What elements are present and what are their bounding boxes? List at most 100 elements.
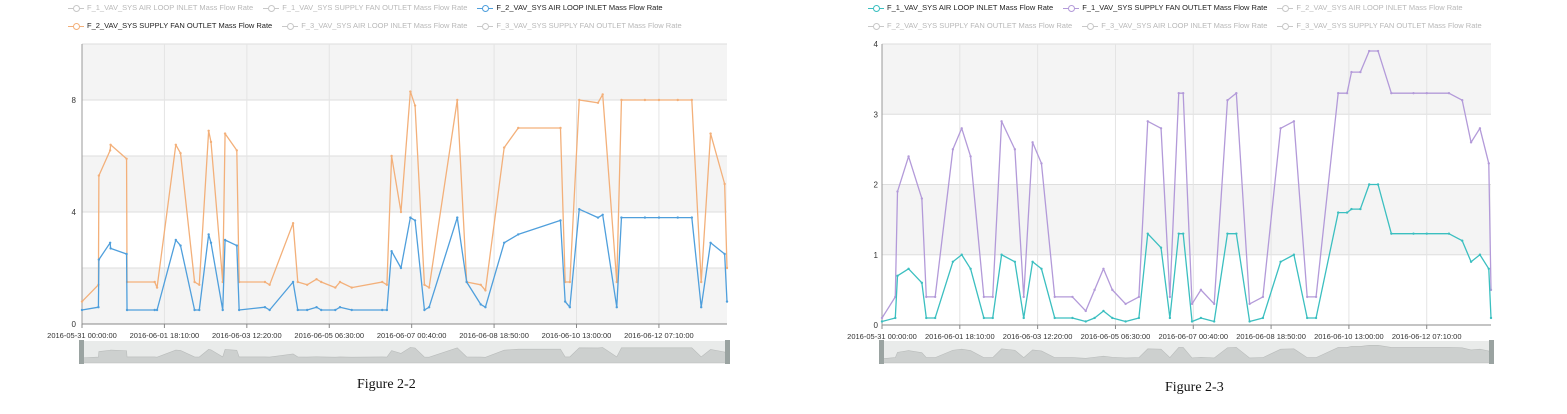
legend-item[interactable]: F_3_VAV_SYS AIR LOOP INLET Mass Flow Rat… <box>282 18 467 34</box>
data-point <box>1226 99 1229 102</box>
data-point <box>676 98 679 102</box>
navigator-series <box>881 345 1492 364</box>
chart-legend: F_1_VAV_SYS AIR LOOP INLET Mass Flow Rat… <box>68 0 788 36</box>
legend-item[interactable]: F_2_VAV_SYS SUPPLY FAN OUTLET Mass Flow … <box>68 18 272 34</box>
data-point <box>413 104 417 107</box>
legend-item[interactable]: F_1_VAV_SYS SUPPLY FAN OUTLET Mass Flow … <box>1063 0 1267 16</box>
data-point <box>969 155 972 158</box>
data-point <box>1376 183 1380 186</box>
data-point <box>723 182 726 186</box>
data-point <box>1084 309 1087 313</box>
navigator-handle-left[interactable] <box>879 340 884 364</box>
data-point <box>223 238 227 242</box>
y-tick-label: 0 <box>72 320 77 329</box>
data-point <box>484 306 487 309</box>
data-point <box>880 320 884 323</box>
data-point <box>1248 302 1251 306</box>
data-point <box>725 300 729 303</box>
x-tick-label: 2016-06-08 18:50:00 <box>1236 332 1306 341</box>
legend-item[interactable]: F_3_VAV_SYS SUPPLY FAN OUTLET Mass Flow … <box>477 18 682 34</box>
data-point <box>1350 70 1353 74</box>
x-tick-label: 2016-06-10 13:00:00 <box>542 331 612 340</box>
y-tick-label: 8 <box>72 96 77 105</box>
data-point <box>263 280 267 284</box>
navigator-handle-right[interactable] <box>1489 340 1494 364</box>
grid-band <box>82 268 727 324</box>
data-point <box>643 216 647 219</box>
data-point <box>1314 316 1318 320</box>
legend-marker-icon <box>477 22 494 30</box>
data-point <box>338 306 342 309</box>
legend-label: F_3_VAV_SYS AIR LOOP INLET Mass Flow Rat… <box>301 21 468 30</box>
data-point <box>1159 246 1163 249</box>
data-point <box>951 148 955 151</box>
data-point <box>291 280 295 284</box>
y-tick-label: 4 <box>874 40 879 49</box>
data-point <box>1146 120 1149 123</box>
navigator-handle-left[interactable] <box>79 340 84 364</box>
chart-plot-area: 0 4 8 2016-05-31 00:00:00 2016-06-01 18:10:0… <box>47 43 730 364</box>
data-point <box>1212 302 1216 306</box>
data-point <box>1093 288 1096 292</box>
legend-item[interactable]: F_1_VAV_SYS SUPPLY FAN OUTLET Mass Flow … <box>263 0 467 16</box>
data-point <box>1031 141 1034 144</box>
data-point <box>456 216 459 219</box>
legend-label: F_1_VAV_SYS AIR LOOP INLET Mass Flow Rat… <box>887 3 1054 12</box>
data-point <box>1053 316 1056 320</box>
data-point <box>920 197 924 200</box>
data-point <box>193 280 196 284</box>
data-point <box>502 241 506 244</box>
data-point <box>97 174 101 177</box>
legend-item[interactable]: F_2_VAV_SYS AIR LOOP INLET Mass Flow Rat… <box>1277 0 1463 16</box>
chart-panel-figure-2-2: F_1_VAV_SYS AIR LOOP INLET Mass Flow Rat… <box>0 0 745 409</box>
navigator-handle-right[interactable] <box>725 340 730 364</box>
legend-item[interactable]: F_2_VAV_SYS SUPPLY FAN OUTLET Mass Flow … <box>868 18 1072 34</box>
data-point <box>601 93 604 96</box>
data-point <box>305 308 309 312</box>
legend-item[interactable]: F_1_VAV_SYS AIR LOOP INLET Mass Flow Rat… <box>868 0 1053 16</box>
data-point <box>338 280 342 284</box>
legend-marker-icon <box>1082 22 1099 30</box>
data-point <box>409 90 412 93</box>
data-point <box>620 98 623 102</box>
legend-item[interactable]: F_3_VAV_SYS AIR LOOP INLET Mass Flow Rat… <box>1082 18 1267 34</box>
data-point <box>1350 207 1353 211</box>
chart-panel-figure-2-3: F_1_VAV_SYS AIR LOOP INLET Mass Flow Rat… <box>800 0 1567 409</box>
data-point <box>1489 316 1493 320</box>
legend-item[interactable]: F_1_VAV_SYS AIR LOOP INLET Mass Flow Rat… <box>68 0 253 16</box>
data-point <box>108 149 112 152</box>
legend-label: F_2_VAV_SYS SUPPLY FAN OUTLET Mass Flow … <box>87 21 273 30</box>
data-point <box>502 146 506 149</box>
data-point <box>235 149 238 152</box>
data-point <box>174 143 178 146</box>
data-point <box>350 286 353 289</box>
chart-legend: F_1_VAV_SYS AIR LOOP INLET Mass Flow Rat… <box>868 0 1567 36</box>
data-point <box>1261 295 1265 299</box>
legend-label: F_3_VAV_SYS AIR LOOP INLET Mass Flow Rat… <box>1101 21 1268 30</box>
grid-band <box>882 44 1491 115</box>
legend-item[interactable]: F_2_VAV_SYS AIR LOOP INLET Mass Flow Rat… <box>477 0 663 16</box>
data-point <box>268 283 271 286</box>
data-point <box>723 252 726 256</box>
data-point <box>925 316 928 320</box>
data-point <box>125 308 129 312</box>
data-point <box>1177 232 1180 235</box>
data-point <box>223 132 227 135</box>
data-point <box>568 306 572 309</box>
data-point <box>1040 162 1043 165</box>
data-point <box>559 219 562 222</box>
data-point <box>1292 253 1296 256</box>
data-point <box>207 129 210 132</box>
data-point <box>1412 91 1415 95</box>
data-point <box>676 216 679 219</box>
grid-band <box>882 184 1491 255</box>
data-point <box>237 308 241 312</box>
legend-item[interactable]: F_3_VAV_SYS SUPPLY FAN OUTLET Mass Flow … <box>1277 18 1482 34</box>
data-point <box>982 295 986 299</box>
data-point <box>894 316 897 320</box>
data-point <box>155 308 159 312</box>
data-point <box>1084 320 1087 323</box>
data-point <box>153 308 156 312</box>
data-point <box>907 155 910 158</box>
data-point <box>1053 295 1056 299</box>
